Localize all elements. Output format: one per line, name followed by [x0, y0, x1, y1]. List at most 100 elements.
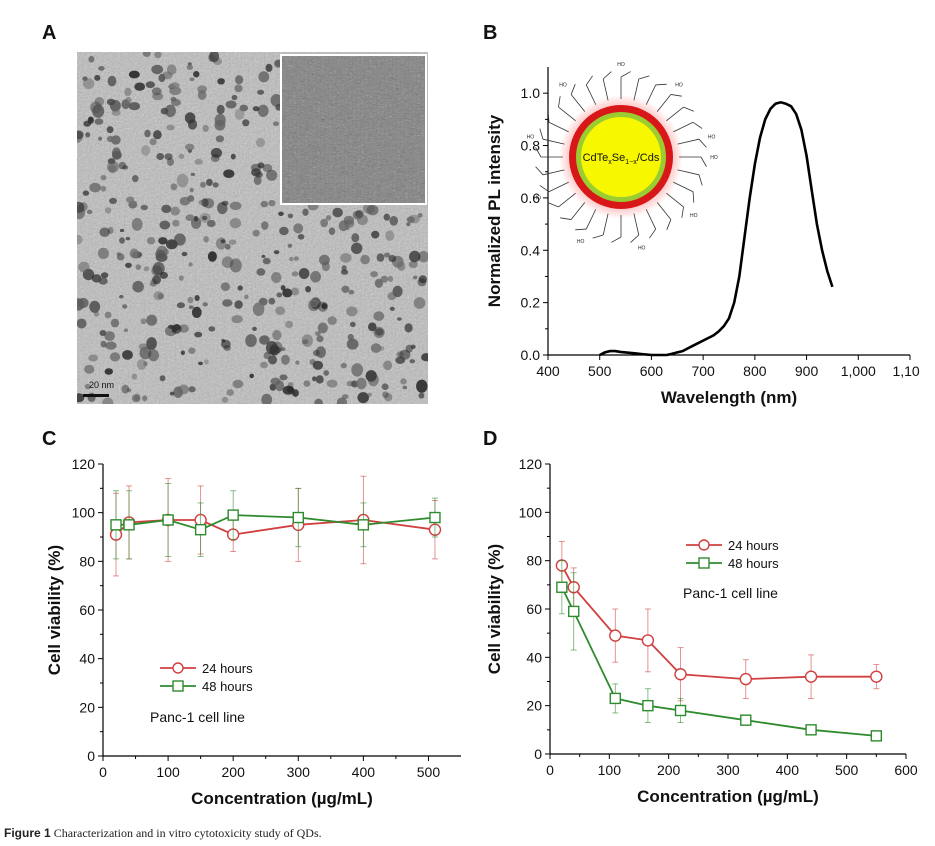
scale-bar-label: 20 nm	[89, 380, 114, 390]
ligand-branch	[558, 96, 561, 108]
nanoparticle	[315, 375, 324, 384]
x-tick-label: 200	[657, 762, 681, 778]
nanoparticle	[104, 368, 113, 375]
ligand-branch	[592, 234, 604, 239]
nanoparticle	[100, 340, 107, 348]
ligand-branch	[670, 94, 682, 97]
nanoparticle	[94, 74, 101, 81]
nanoparticle	[287, 243, 293, 248]
nanoparticle	[105, 341, 117, 350]
nanoparticle	[336, 397, 347, 404]
nanoparticle	[143, 266, 150, 272]
nanoparticle	[346, 338, 359, 350]
nanoparticle	[170, 183, 178, 191]
nanoparticle	[251, 168, 262, 177]
tem-micrograph: 20 nm	[77, 52, 428, 404]
nanoparticle	[252, 326, 257, 331]
nanoparticle	[220, 239, 226, 244]
nanoparticle	[146, 337, 157, 350]
nanoparticle	[279, 226, 289, 236]
nanoparticle	[86, 209, 93, 215]
nanoparticle	[302, 208, 309, 216]
nanoparticle	[268, 199, 276, 207]
nanoparticle	[225, 100, 237, 109]
data-point-square	[642, 699, 654, 712]
nanoparticle	[229, 258, 242, 273]
nanoparticle	[417, 213, 423, 218]
nanoparticle	[185, 214, 195, 221]
nanoparticle	[366, 205, 379, 216]
nanoparticle	[323, 370, 329, 376]
nanoparticle	[268, 297, 276, 305]
data-point-square	[110, 519, 122, 531]
nanoparticle	[221, 200, 229, 206]
nanoparticle	[193, 71, 200, 78]
series-line	[561, 586, 877, 737]
legend-label: 24 hours	[202, 661, 253, 676]
data-point-circle	[674, 668, 687, 681]
data-point-square	[123, 519, 135, 531]
nanoparticle	[421, 353, 428, 362]
nanoparticle	[231, 94, 238, 101]
nanoparticle	[197, 90, 207, 100]
chart-b-pl-spectrum: 400 500 600 700 800 900 1,000 1,100 0.0 0.2 0.4 0.6…	[485, 62, 920, 407]
nanoparticle	[235, 75, 244, 85]
nanoparticle	[186, 64, 193, 70]
nanoparticle	[200, 181, 206, 188]
nanoparticle	[272, 121, 280, 126]
nanoparticle	[405, 344, 413, 353]
nanoparticle	[208, 326, 216, 332]
nanoparticle	[125, 262, 132, 268]
nanoparticle	[94, 97, 105, 107]
nanoparticle	[187, 296, 194, 304]
ligand-label: HO	[638, 246, 646, 252]
nanoparticle	[346, 306, 358, 317]
y-tick-label: 80	[526, 553, 542, 569]
nanoparticle	[146, 314, 158, 326]
nanoparticle	[210, 147, 223, 158]
qd-core-label-part: x	[608, 159, 612, 166]
nanoparticle	[140, 204, 148, 211]
ligand-branch	[630, 234, 640, 243]
nanoparticle	[189, 77, 195, 82]
nanoparticle	[357, 392, 370, 404]
nanoparticle	[89, 300, 101, 313]
ligand-branch	[611, 236, 622, 243]
nanoparticle	[413, 297, 426, 309]
data-point-square	[162, 514, 174, 526]
nanoparticle	[340, 362, 347, 369]
data-point-square	[556, 581, 568, 593]
ligand-branch	[539, 128, 544, 140]
nanoparticle	[340, 269, 349, 275]
nanoparticle	[77, 234, 83, 245]
nanoparticle	[104, 331, 115, 341]
nanoparticle	[249, 373, 254, 379]
nanoparticle	[98, 277, 108, 285]
nanoparticle	[221, 396, 229, 403]
nanoparticle	[326, 379, 338, 388]
nanoparticle	[172, 219, 180, 227]
nanoparticle	[159, 375, 166, 382]
panel-letter-d: D	[483, 428, 498, 450]
ligand-label: HO	[708, 134, 716, 140]
nanoparticle	[209, 52, 220, 63]
nanoparticle	[297, 234, 305, 240]
nanoparticle	[125, 96, 132, 104]
nanoparticle	[289, 256, 294, 262]
nanoparticle	[152, 275, 161, 285]
nanoparticle	[171, 324, 182, 334]
data-point-square	[870, 730, 883, 742]
ligand-branch	[649, 228, 657, 239]
ligand-label: HO	[559, 82, 567, 88]
nanoparticle	[228, 239, 237, 245]
nanoparticle	[214, 119, 226, 131]
nanoparticle	[111, 109, 121, 116]
y-tick-label: 120	[72, 456, 96, 472]
ligand-branch	[570, 84, 576, 95]
nanoparticle	[389, 216, 399, 226]
nanoparticle	[198, 361, 203, 366]
x-tick-label: 200	[222, 764, 246, 780]
nanoparticle	[151, 64, 164, 75]
nanoparticle	[142, 395, 148, 402]
nanoparticle	[152, 92, 164, 101]
